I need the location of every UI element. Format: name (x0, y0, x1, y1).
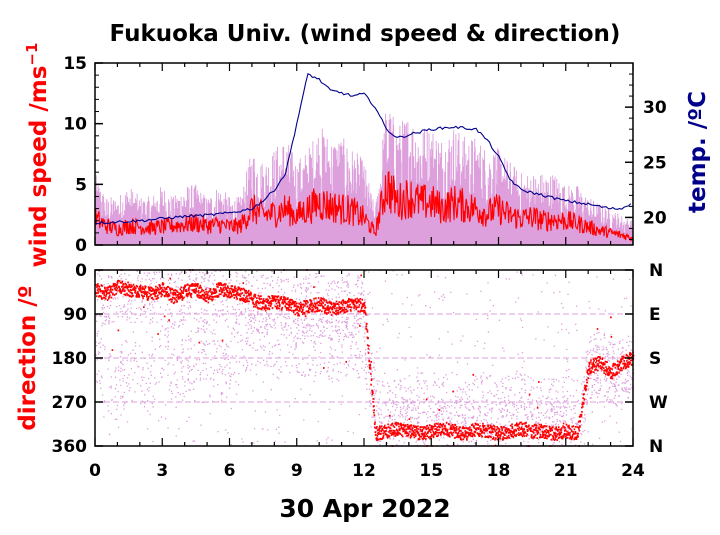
compass-tick-label: N (649, 261, 663, 281)
wind-mean-series (94, 170, 633, 242)
hour-tick-label: 21 (554, 461, 578, 481)
chart-title: Fukuoka Univ. (wind speed & direction) (110, 21, 621, 47)
wind-y-tick-label: 5 (75, 175, 87, 195)
temp-y-tick-label: 30 (643, 98, 667, 118)
wind-y-tick-label: 15 (63, 54, 87, 74)
direction-mean-series (95, 269, 635, 447)
compass-tick-label: N (649, 437, 663, 457)
compass-tick-label: W (649, 393, 668, 413)
temp-y-tick-label: 25 (643, 153, 667, 173)
temp-y-tick-label: 20 (643, 208, 667, 228)
compass-tick-label: S (649, 349, 661, 369)
date-label: 30 Apr 2022 (279, 494, 450, 523)
wind-speed-unit-exponent: −1 (23, 43, 41, 66)
wind-y-tick-label: 0 (75, 236, 87, 256)
temperature-axis-label: temp. /ºC (685, 91, 711, 213)
compass-tick-label: E (649, 305, 661, 325)
hour-tick-label: 3 (156, 461, 168, 481)
hour-tick-label: 18 (487, 461, 511, 481)
wind-speed-axis-label: wind speed /ms−1 (23, 43, 52, 268)
direction-y-tick-label: 270 (52, 393, 88, 413)
direction-y-tick-label: 360 (52, 437, 88, 457)
wind-speed-panel: 0 5 10 15 20 25 30 (63, 54, 667, 256)
hour-tick-label: 0 (89, 461, 101, 481)
direction-y-tick-label: 0 (75, 261, 87, 281)
hour-tick-label: 6 (224, 461, 236, 481)
direction-axis-label: direction /º (15, 285, 41, 430)
hour-tick-label: 12 (352, 461, 376, 481)
hour-tick-label: 15 (419, 461, 443, 481)
wind-y-tick-label: 10 (63, 115, 87, 135)
direction-panel-frame (94, 269, 634, 447)
hour-tick-label: 24 (621, 461, 645, 481)
direction-y-tick-label: 180 (52, 349, 88, 369)
hour-tick-label: 9 (291, 461, 303, 481)
direction-panel: 0 N 90 E 180 S 270 W 360 N 0 3 6 9 12 15 18 21 24 (52, 261, 669, 481)
temperature-series (94, 73, 632, 225)
direction-y-tick-label: 90 (63, 305, 87, 325)
